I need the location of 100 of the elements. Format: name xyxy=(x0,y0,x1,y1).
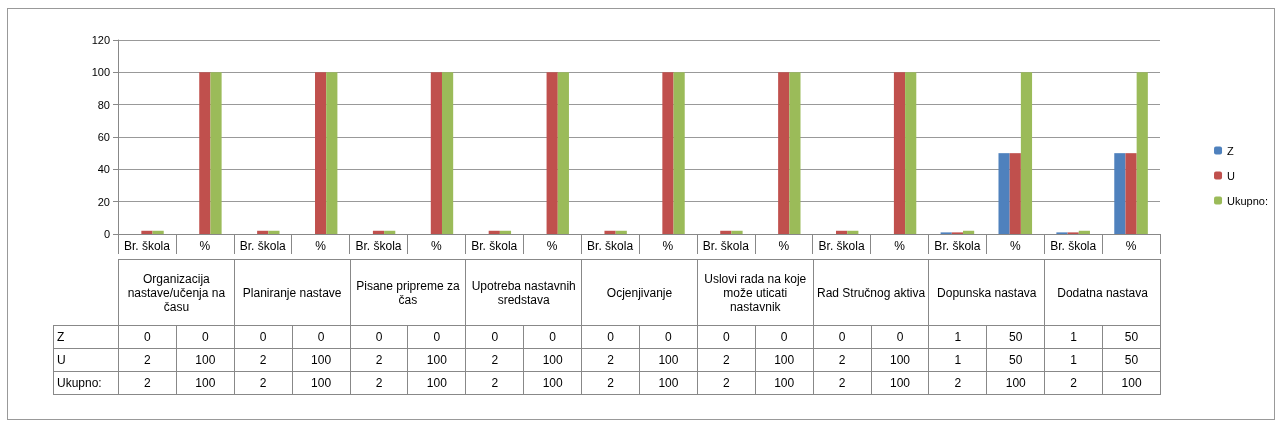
x-tick-label: % xyxy=(199,239,211,253)
data-label: 0 xyxy=(349,325,409,349)
data-label: 2 xyxy=(1044,371,1104,395)
data-label: 100 xyxy=(639,371,698,395)
bar xyxy=(1078,230,1090,234)
x-tick-label: % xyxy=(431,239,443,253)
data-label: 1 xyxy=(1044,325,1104,349)
text: Planiranje nastave xyxy=(233,259,351,326)
x-tick-label: Br. škola xyxy=(1050,239,1097,253)
data-label: 0 xyxy=(291,325,351,349)
bar xyxy=(1020,72,1033,234)
x-tick-label: % xyxy=(315,239,327,253)
y-tick-label: 100 xyxy=(91,66,110,79)
data-label: 100 xyxy=(523,371,583,395)
data-label: 1 xyxy=(1044,348,1104,372)
data-label: 2 xyxy=(465,348,525,372)
data-label: 0 xyxy=(696,325,756,349)
data-label: 2 xyxy=(581,348,640,372)
data-label: 0 xyxy=(639,325,698,349)
bar xyxy=(546,72,558,234)
data-label: 50 xyxy=(986,348,1046,372)
bar xyxy=(998,153,1010,234)
data-label: 0 xyxy=(118,325,177,349)
data-label: 100 xyxy=(870,371,930,395)
bar xyxy=(789,72,801,234)
data-label: 2 xyxy=(349,348,409,372)
bar xyxy=(1136,72,1148,234)
y-tick-label: 40 xyxy=(97,163,110,176)
legend-label: Z xyxy=(1227,144,1235,157)
y-tick-label: 0 xyxy=(103,228,110,240)
data-label: 100 xyxy=(291,371,351,395)
data-label: 100 xyxy=(523,348,583,372)
bar xyxy=(836,230,848,234)
x-tick-label: Br. škola xyxy=(702,239,750,253)
data-label: 2 xyxy=(812,348,872,372)
bar xyxy=(210,72,222,234)
y-tick-label: 120 xyxy=(91,34,110,46)
data-label: 2 xyxy=(349,371,409,395)
data-label: 100 xyxy=(175,348,235,372)
bar xyxy=(1009,153,1021,234)
data-label: 1 xyxy=(928,348,988,372)
data-label: 2 xyxy=(812,371,872,395)
data-label: 100 xyxy=(291,348,351,372)
data-label: 50 xyxy=(986,325,1046,349)
x-tick-label: Br. škola xyxy=(934,239,981,253)
data-label: 0 xyxy=(523,325,583,349)
bar xyxy=(488,230,500,234)
bar xyxy=(962,230,975,234)
x-tick-label: Br. škola xyxy=(123,239,171,253)
x-tick-label: % xyxy=(662,239,674,253)
text: Dopunska nastava xyxy=(928,259,1046,326)
y-tick-label: 60 xyxy=(97,131,110,143)
bar xyxy=(847,230,859,234)
bar xyxy=(893,72,906,234)
data-label: 0 xyxy=(175,325,235,349)
text: Uslovi rada na koje može uticati nastavnik xyxy=(696,259,814,326)
data-label: 50 xyxy=(1102,325,1161,349)
data-label: 100 xyxy=(754,371,814,395)
text: Organizacija nastave/učenja na času xyxy=(118,259,235,326)
data-label: 2 xyxy=(928,371,988,395)
data-label: 100 xyxy=(1102,371,1161,395)
bar xyxy=(1114,153,1126,234)
x-tick-label: % xyxy=(1009,239,1021,253)
bar xyxy=(662,72,674,234)
bar xyxy=(199,72,211,234)
bar xyxy=(441,72,454,234)
data-label: 2 xyxy=(581,371,640,395)
x-tick-label: Br. škola xyxy=(471,239,518,253)
data-label: 100 xyxy=(870,348,930,372)
bar xyxy=(326,72,338,234)
data-label: 2 xyxy=(233,348,293,372)
data-label: 50 xyxy=(1102,348,1161,372)
data-label: 100 xyxy=(175,371,235,395)
data-label: 100 xyxy=(986,371,1046,395)
bar xyxy=(731,230,743,234)
bar xyxy=(1125,153,1137,234)
text: Dodatna nastava xyxy=(1044,259,1161,326)
bar xyxy=(141,230,153,234)
data-label: 0 xyxy=(581,325,640,349)
y-tick-label: 80 xyxy=(97,98,110,111)
text: Rad Stručnog aktiva xyxy=(812,259,930,326)
bar xyxy=(673,72,685,234)
bar xyxy=(604,230,616,234)
y-tick-label: 20 xyxy=(97,195,110,208)
data-label: 2 xyxy=(118,348,177,372)
data-label: 0 xyxy=(754,325,814,349)
bar xyxy=(430,72,442,234)
bar xyxy=(384,230,396,234)
data-label: 100 xyxy=(754,348,814,372)
legend-label: U xyxy=(1227,169,1236,182)
data-label: 2 xyxy=(233,371,293,395)
x-tick-label: Br. škola xyxy=(818,239,865,253)
text: U xyxy=(57,353,66,367)
data-label: 0 xyxy=(233,325,293,349)
data-label: 0 xyxy=(465,325,525,349)
bar xyxy=(257,230,269,234)
x-tick-label: Br. škola xyxy=(587,239,634,253)
x-tick-label: % xyxy=(546,239,558,253)
data-label: 0 xyxy=(870,325,930,349)
legend-label: Ukupno: xyxy=(1227,194,1269,207)
